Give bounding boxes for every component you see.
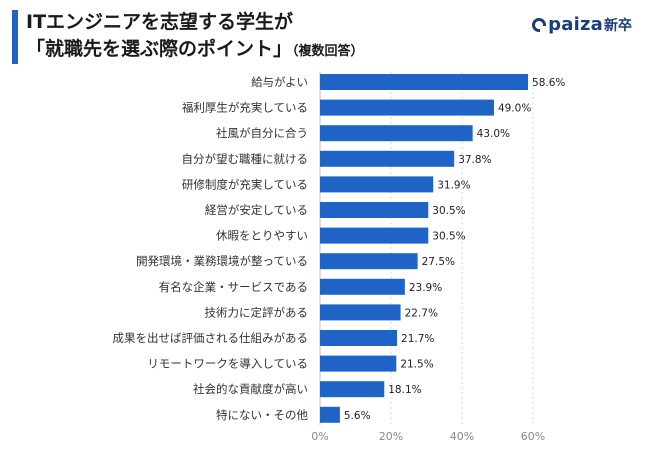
value-label: 5.6%: [344, 410, 371, 422]
category-label: 給与がよい: [251, 75, 308, 89]
category-label: 成果を出せば評価される仕組みがある: [113, 331, 309, 345]
category-label: 社風が自分に合う: [216, 126, 308, 140]
logo-suffix: 新卒: [604, 17, 632, 34]
category-label: 経営が安定している: [205, 203, 308, 217]
value-label: 30.5%: [432, 205, 465, 217]
category-label: 特にない・その他: [216, 408, 308, 422]
bar: [320, 202, 429, 218]
title-line-2: 「就職先を選ぶ際のポイント」（複数回答）: [26, 36, 364, 65]
x-tick-label: 40%: [450, 430, 474, 443]
paiza-logo: paiza 新卒: [532, 14, 632, 35]
value-label: 49.0%: [498, 103, 531, 115]
x-tick-label: 20%: [379, 430, 403, 443]
value-label: 21.7%: [401, 333, 434, 345]
x-tick-label: 0%: [311, 430, 328, 443]
logo-name: paiza: [548, 14, 603, 35]
value-label: 21.5%: [400, 359, 433, 371]
value-label: 31.9%: [437, 179, 470, 191]
value-label: 22.7%: [405, 307, 438, 319]
page-title: ITエンジニアを志望する学生が 「就職先を選ぶ際のポイント」（複数回答）: [26, 9, 364, 65]
title-accent-bar: [12, 10, 18, 64]
bar: [320, 125, 473, 142]
category-label: 研修制度が充実している: [182, 177, 308, 191]
labels: 0% 20% 40% 60% 給与がよい 58.6% 福利厚生が充実している 49.0% 社風が…: [113, 75, 566, 443]
category-label: 有名な企業・サービスである: [159, 280, 308, 294]
bar: [320, 176, 434, 193]
category-label: 開発環境・業務環境が整っている: [136, 254, 308, 268]
bar: [320, 355, 397, 372]
bars: [320, 74, 529, 423]
value-label: 27.5%: [422, 256, 455, 268]
category-label: 休暇をとりやすい: [216, 229, 308, 243]
bar: [320, 74, 529, 90]
grid-lines: [319, 72, 534, 425]
bar: [320, 330, 398, 346]
category-label: リモートワークを導入している: [147, 357, 308, 371]
title-main: 「就職先を選ぶ際のポイント」: [26, 38, 293, 60]
value-label: 43.0%: [477, 128, 510, 140]
bar: [320, 406, 340, 423]
category-label: 自分が望む職種に就ける: [182, 152, 309, 166]
value-label: 58.6%: [532, 77, 565, 89]
value-label: 18.1%: [388, 384, 421, 396]
value-label: 37.8%: [458, 154, 491, 166]
bar: [320, 99, 494, 116]
bar: [320, 227, 429, 244]
bar: [320, 253, 418, 270]
paiza-logo-icon: [532, 17, 547, 32]
title-line-1: ITエンジニアを志望する学生が: [26, 11, 294, 33]
bar: [320, 278, 405, 295]
value-label: 30.5%: [432, 231, 465, 243]
category-label: 技術力に定評がある: [205, 305, 309, 319]
value-label: 23.9%: [409, 282, 442, 294]
category-label: 社会的な貢献度が高い: [193, 382, 308, 396]
bar: [320, 381, 385, 398]
category-label: 福利厚生が充実している: [182, 101, 308, 115]
x-tick-label: 60%: [521, 430, 545, 443]
bar: [320, 304, 401, 321]
bar: [320, 150, 455, 167]
title-suffix: （複数回答）: [292, 44, 364, 59]
